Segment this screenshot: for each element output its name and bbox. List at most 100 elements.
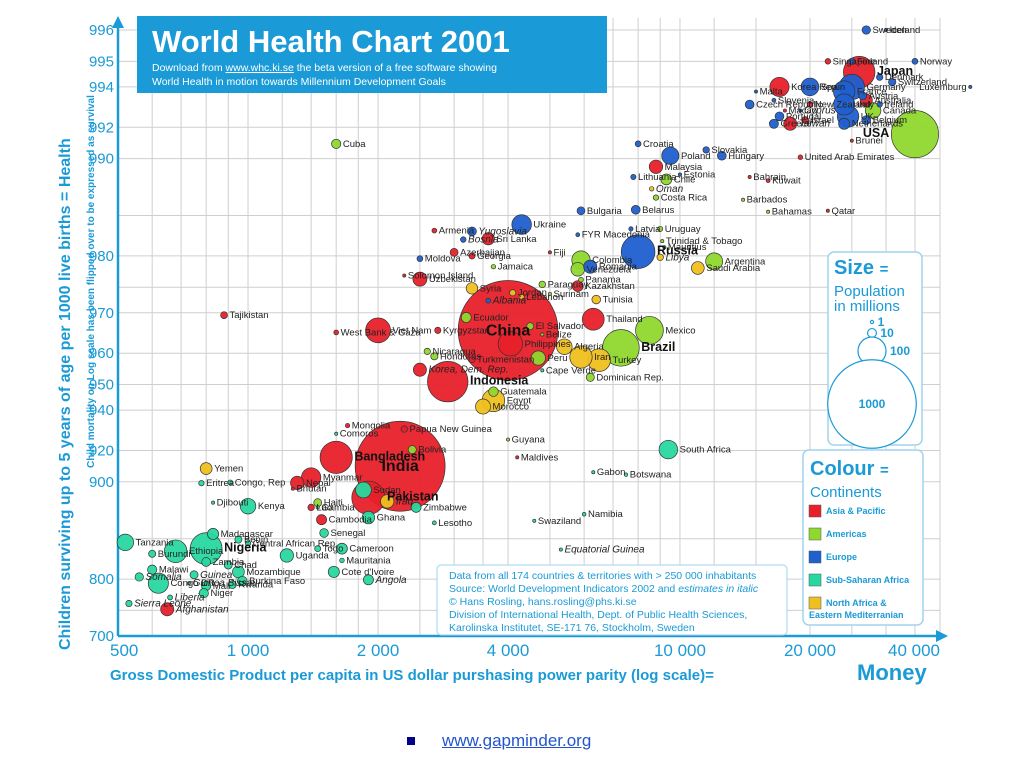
source-note-line-1: Data from all 174 countries & territorie… — [449, 570, 756, 582]
country-bubble — [223, 560, 233, 570]
country-bubble — [475, 398, 491, 415]
country-bubble — [427, 361, 469, 403]
y-tick-label: 950 — [89, 377, 114, 394]
country-bubble — [825, 208, 830, 213]
country-bubble — [416, 255, 424, 262]
country-bubble — [244, 540, 252, 547]
country-bubble — [355, 481, 372, 499]
size-legend-sub-1: Population — [834, 283, 905, 300]
country-bubble — [485, 297, 492, 304]
country-bubble — [518, 294, 525, 300]
country-label: Uruguay — [665, 224, 701, 235]
country-label: Nepal — [306, 478, 331, 489]
country-bubble — [547, 250, 552, 255]
country-bubble — [556, 338, 573, 355]
gapminder-link[interactable]: www.gapminder.org — [442, 731, 592, 750]
whc-link[interactable]: www.whc.ki.se — [225, 62, 294, 74]
country-label: Croatia — [643, 139, 674, 150]
country-label: Kazakhstan — [585, 281, 635, 292]
country-label: Eritrea — [206, 478, 235, 489]
country-bubble — [402, 273, 407, 278]
country-label: Slovenia — [778, 95, 815, 106]
country-bubble — [747, 175, 752, 179]
country-bubble — [657, 225, 664, 232]
country-label: Guinea — [200, 570, 233, 581]
size-legend-circle — [866, 327, 878, 339]
country-bubble — [575, 232, 581, 238]
country-label: Georgia — [477, 251, 512, 262]
country-bubble — [581, 512, 587, 517]
country-label: Netherlands — [852, 119, 903, 130]
country-bubble — [876, 101, 883, 108]
color-legend-label: Americas — [826, 529, 867, 539]
country-label: Zambia — [213, 557, 245, 568]
chart-title: World Health Chart 2001 — [152, 24, 510, 59]
country-label: Tajikistan — [230, 310, 269, 321]
country-bubble — [334, 431, 339, 436]
country-label: Bahrain — [753, 172, 786, 183]
country-label: China — [486, 322, 531, 339]
country-label: Czech Republic — [756, 99, 823, 110]
country-bubble — [576, 206, 586, 216]
country-bubble — [583, 259, 598, 274]
x-tick-label: 40 000 — [888, 641, 940, 660]
country-bubble — [661, 146, 680, 165]
color-legend-sub: Continents — [810, 484, 882, 501]
country-bubble — [167, 594, 173, 601]
country-label: Chad — [234, 560, 257, 571]
country-label: Cote d'Ivoire — [341, 567, 394, 578]
country-bubble — [630, 174, 637, 180]
country-bubble — [147, 572, 169, 594]
country-label: Singapore — [833, 56, 876, 67]
country-bubble — [201, 557, 211, 567]
country-bubble — [227, 479, 234, 486]
country-bubble — [468, 356, 476, 364]
country-bubble — [319, 528, 329, 538]
country-label: Malawi — [159, 565, 189, 576]
size-legend-label: 1000 — [859, 397, 886, 411]
country-bubble — [570, 262, 585, 277]
country-bubble — [876, 73, 884, 81]
country-bubble — [290, 475, 305, 490]
country-bubble — [765, 178, 771, 183]
country-label: Sierra Leone — [134, 599, 192, 610]
country-bubble — [558, 547, 563, 552]
country-bubble — [768, 118, 779, 129]
country-label: FYR Macedonia — [582, 230, 651, 241]
y-tick-label: 960 — [89, 345, 114, 362]
country-label: Congo, Rep — [235, 477, 286, 488]
country-label: Guinea Bissau — [193, 578, 258, 589]
country-bubble — [864, 102, 882, 119]
country-label: Sweden — [872, 25, 906, 36]
country-label: Bosnia — [468, 235, 499, 246]
country-bubble — [380, 494, 395, 509]
country-label: Gambia — [321, 502, 355, 513]
color-legend-label: Eastern Mediterranian — [809, 610, 904, 620]
country-label: Qatar — [831, 206, 855, 217]
country-label: United Arab Emirates — [805, 152, 895, 163]
country-bubble — [797, 154, 804, 160]
country-label: Ecuador — [473, 312, 508, 323]
country-bubble — [783, 116, 798, 131]
country-label: Solomon Island — [408, 271, 473, 282]
country-label: Italy — [857, 99, 875, 110]
color-legend-swatch — [808, 596, 822, 610]
country-label: Dominican Rep. — [596, 372, 664, 383]
country-label: Central African Rep. — [253, 538, 338, 549]
country-label: Israel — [811, 115, 834, 126]
country-bubble — [968, 84, 973, 89]
country-label: Finland — [857, 56, 888, 67]
country-bubble — [662, 245, 667, 250]
country-label: Venezuela — [587, 264, 632, 275]
chart-subtitle-line-1: Download from www.whc.ki.se the beta ver… — [152, 62, 497, 74]
country-bubble — [506, 437, 511, 442]
country-bubble — [744, 99, 755, 110]
country-bubble — [766, 209, 771, 214]
world-health-chart: 700 800 900 920 940 950 960 970 980 990 992 994 995 9… — [57, 16, 973, 685]
country-bubble — [660, 239, 665, 244]
country-label: Switzerland — [898, 77, 947, 88]
country-bubble — [833, 93, 856, 116]
country-bubble — [434, 326, 442, 334]
country-bubble — [363, 574, 374, 586]
country-bubble — [412, 362, 427, 377]
